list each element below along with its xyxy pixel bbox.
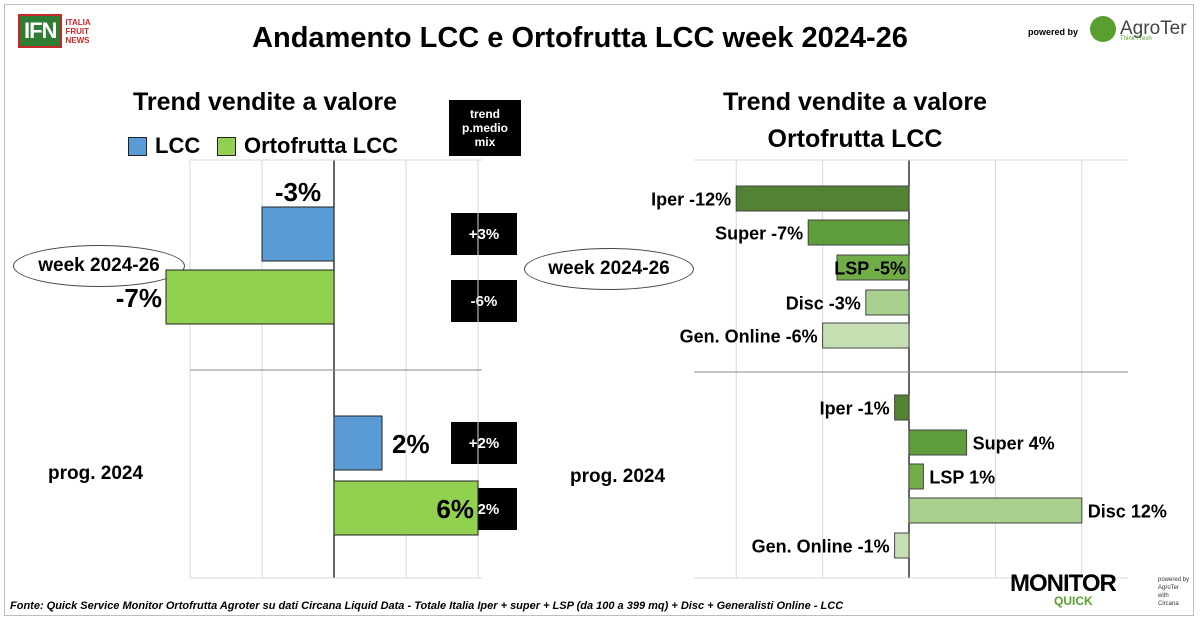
monitor-quick-logo: MONITOR QUICK [1010, 570, 1117, 608]
quick-text: QUICK [1054, 594, 1093, 608]
right-bar-label: Disc 12% [1088, 502, 1167, 522]
group-oval-week-left: week 2024-26 [13, 245, 185, 287]
legend-lcc-swatch [128, 136, 147, 156]
right-bar-iper [735, 185, 910, 212]
trend-header-2: p.medio [461, 121, 508, 135]
left-bar-ortofrutta-lcc [165, 269, 335, 325]
trend-header-box: trend p.medio mix [449, 100, 521, 156]
right-bar-label: Iper -12% [651, 190, 731, 210]
right-bar-label: Gen. Online -1% [752, 537, 890, 557]
source-note: Fonte: Quick Service Monitor Ortofrutta … [10, 600, 844, 612]
left-bar-lcc [261, 206, 335, 262]
monitor-pw-2: AgroTer [1158, 585, 1180, 591]
legend-ortofrutta-label: Ortofrutta LCC [244, 133, 398, 158]
agroter-name: AgroTer [1120, 18, 1187, 39]
chart-frame [4, 4, 1194, 616]
group-label-prog-right: prog. 2024 [570, 466, 666, 487]
left-subtitle: Trend vendite a valore [133, 88, 397, 116]
right-subtitle-1: Trend vendite a valore [723, 88, 987, 116]
monitor-powered: powered by AgroTer with Circana [1158, 576, 1189, 608]
right-subtitle-2: Ortofrutta LCC [767, 125, 943, 153]
legend-lcc: LCC [128, 133, 200, 159]
powered-by-label: powered by [1028, 27, 1079, 37]
ifn-logo-text: IFN [18, 14, 63, 48]
right-bar-label: Gen. Online -6% [680, 327, 818, 347]
agroter-tag: Think Fresh [1120, 36, 1152, 42]
trend-box-week-2: -6% [451, 280, 517, 322]
right-bar-disc [908, 497, 1083, 524]
group-oval-week-right: week 2024-26 [524, 248, 694, 290]
right-bar-label: Iper -1% [820, 399, 890, 419]
monitor-text: MONITOR [1010, 570, 1117, 597]
legend-lcc-label: LCC [155, 133, 201, 158]
legend-ortofrutta: Ortofrutta LCC [217, 133, 398, 159]
right-bar-iper [894, 394, 910, 421]
left-bar-label: 6% [436, 494, 474, 524]
right-bar-label: LSP -5% [834, 259, 906, 279]
trend-header-1: trend [469, 107, 500, 121]
left-bar-ortofrutta-lcc [333, 480, 479, 536]
ifn-sub-3: NEWS [65, 35, 90, 45]
legend-ortofrutta-swatch [217, 136, 236, 156]
monitor-pw-4: Circana [1158, 601, 1179, 607]
monitor-pw-3: with [1158, 593, 1169, 599]
trend-box-week-1: +3% [451, 213, 517, 255]
right-bar-label: LSP 1% [929, 468, 995, 488]
left-bar-label: -7% [116, 283, 162, 313]
ifn-sub-1: ITALIA [65, 17, 91, 27]
right-bar-lsp [836, 254, 910, 281]
monitor-pw-1: powered by [1158, 577, 1190, 583]
left-bar-lcc [333, 415, 383, 471]
ifn-logo: IFN ITALIA FRUIT NEWS [18, 14, 91, 48]
trend-box-prog-1: +2% [451, 422, 517, 464]
group-label-prog-left: prog. 2024 [48, 463, 144, 484]
right-bar-gen-online [822, 322, 910, 349]
left-bar-label: 2% [392, 429, 430, 459]
agroter-leaf-icon [1090, 16, 1116, 42]
ifn-sub-2: FRUIT [65, 26, 90, 36]
right-bar-gen-online [894, 532, 910, 559]
left-bar-label: -3% [275, 177, 321, 207]
right-bar-label: Super 4% [973, 434, 1055, 454]
right-bar-super [908, 429, 968, 456]
page-title: Andamento LCC e Ortofrutta LCC week 2024… [252, 22, 908, 54]
right-bar-super [807, 219, 910, 246]
trend-header-3: mix [474, 135, 496, 149]
right-bar-label: Disc -3% [786, 294, 861, 314]
right-bar-lsp [908, 463, 924, 490]
right-bar-label: Super -7% [715, 224, 803, 244]
right-bar-disc [865, 289, 910, 316]
ifn-logo-sub: ITALIA FRUIT NEWS [65, 18, 90, 45]
agroter-logo: AgroTer Think Fresh [1090, 16, 1187, 42]
